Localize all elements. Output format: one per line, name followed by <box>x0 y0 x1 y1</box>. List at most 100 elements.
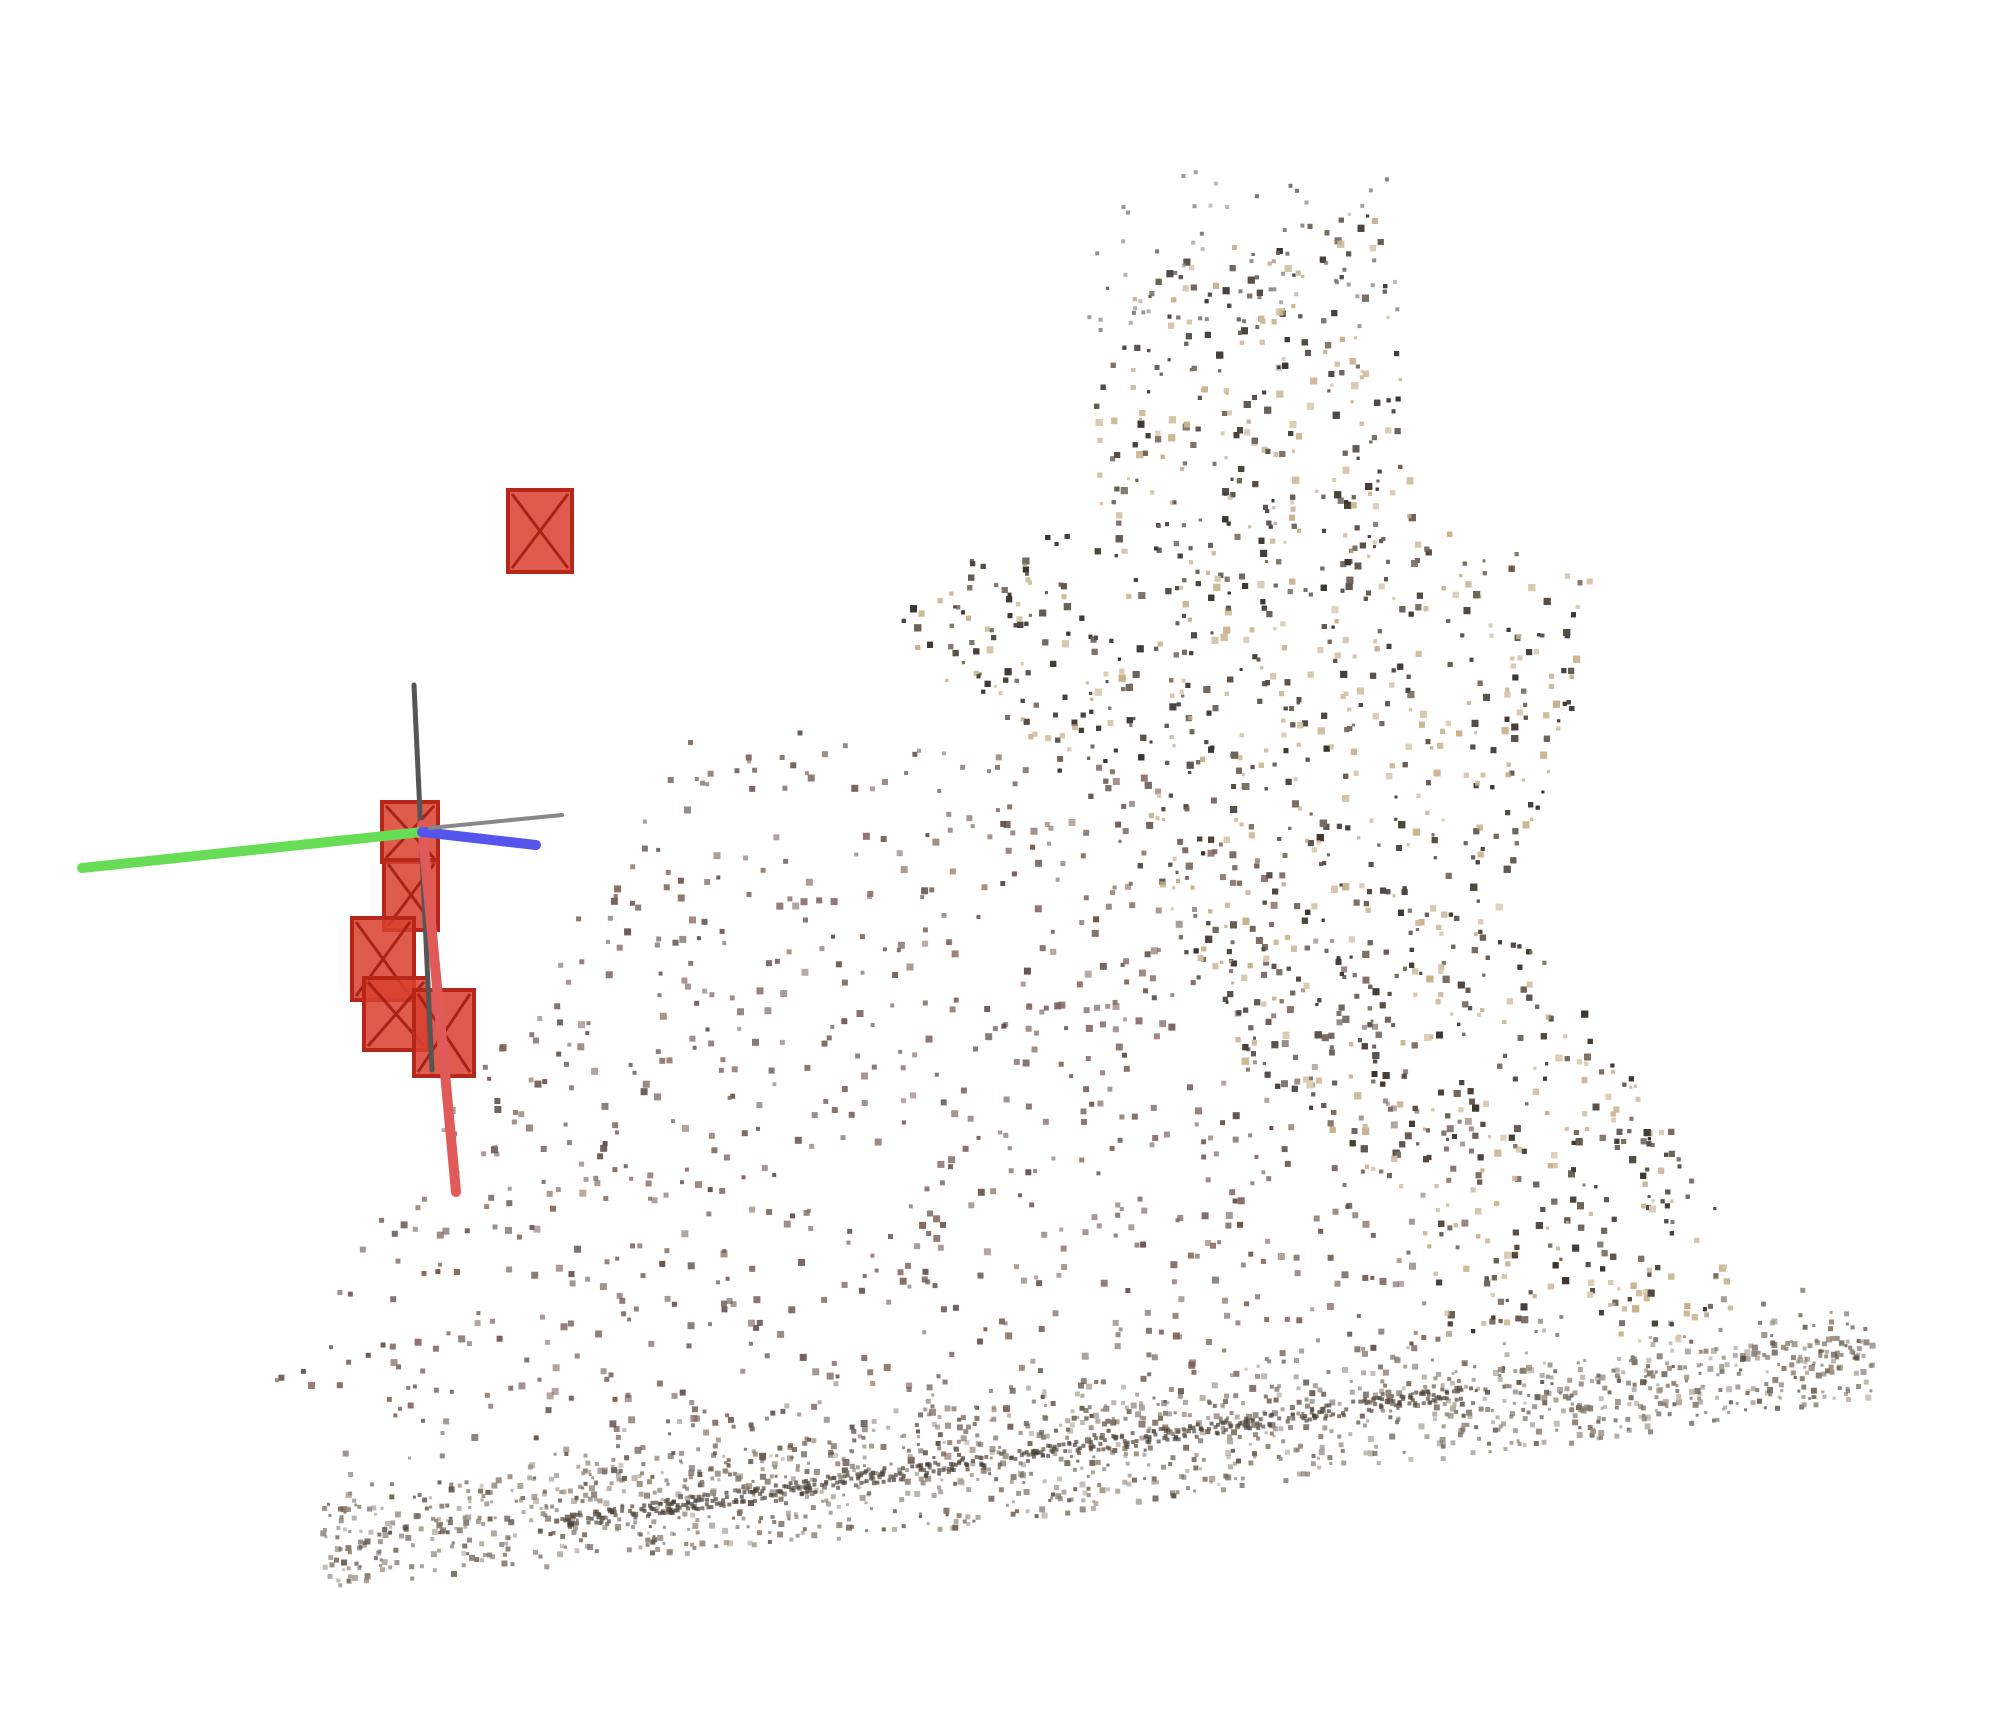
cloud-point <box>1619 1320 1625 1327</box>
cloud-point <box>946 1469 951 1474</box>
cloud-point <box>769 1454 773 1458</box>
cloud-point <box>1869 1389 1873 1393</box>
cloud-point <box>772 1082 777 1087</box>
cloud-point <box>887 1478 892 1483</box>
cloud-point <box>1181 1427 1186 1432</box>
cloud-point <box>667 1453 674 1460</box>
cloud-point <box>730 1093 736 1099</box>
cloud-point <box>1043 1005 1049 1011</box>
cloud-point <box>788 1481 793 1486</box>
cloud-point <box>380 1506 384 1510</box>
cloud-point <box>838 1479 843 1484</box>
cloud-point <box>1201 956 1207 962</box>
cloud-point <box>774 1474 778 1478</box>
cloud-point <box>747 759 752 764</box>
cloud-point <box>1466 1409 1473 1416</box>
cloud-point <box>1145 1439 1150 1444</box>
cloud-point <box>925 1035 933 1043</box>
cloud-point <box>1739 1368 1743 1372</box>
cloud-point <box>1332 1208 1339 1215</box>
cloud-point <box>1019 1472 1026 1479</box>
cloud-point <box>578 1021 586 1029</box>
cloud-point <box>1662 1399 1669 1406</box>
cloud-point <box>1143 988 1148 994</box>
cloud-point <box>630 1504 635 1509</box>
cloud-point <box>654 942 660 948</box>
cloud-point <box>1818 1353 1823 1358</box>
cloud-point <box>786 1514 791 1519</box>
cloud-point <box>742 1499 747 1504</box>
cloud-point <box>984 1006 991 1012</box>
cloud-point <box>439 1529 445 1535</box>
cloud-point <box>1327 1455 1333 1461</box>
cloud-point <box>1330 939 1335 943</box>
cloud-point <box>1061 1264 1068 1270</box>
cloud-point <box>1735 1401 1739 1405</box>
cloud-point <box>1347 1331 1353 1337</box>
cloud-point <box>691 1506 696 1510</box>
cloud-point <box>1544 1389 1549 1395</box>
cloud-point <box>1732 1352 1738 1358</box>
cloud-point <box>1800 1287 1806 1293</box>
cloud-point <box>335 1535 340 1540</box>
cloud-point <box>1127 1473 1132 1478</box>
cloud-point <box>1589 1432 1595 1438</box>
cloud-point <box>1134 1443 1138 1448</box>
cloud-point <box>650 1550 655 1556</box>
cloud-point <box>652 1535 656 1539</box>
cloud-point <box>841 1018 848 1025</box>
cloud-point <box>1141 1207 1148 1214</box>
cloud-point <box>1844 1311 1850 1317</box>
cloud-point <box>1115 1488 1121 1494</box>
cloud-point <box>1162 1410 1168 1416</box>
cloud-point <box>871 1470 875 1475</box>
cloud-point <box>1191 1457 1197 1463</box>
cloud-point <box>718 1067 724 1073</box>
cloud-point <box>987 769 991 774</box>
cloud-point <box>615 1130 619 1135</box>
cloud-point <box>597 1153 604 1160</box>
cloud-point <box>754 1488 759 1493</box>
cloud-point <box>1770 1334 1774 1338</box>
cloud-point <box>1085 1436 1090 1441</box>
cloud-point <box>555 1187 561 1193</box>
cloud-point <box>937 1415 942 1419</box>
cloud-point <box>1595 1375 1601 1381</box>
cloud-point <box>451 1570 457 1577</box>
cloud-point <box>721 1306 728 1313</box>
cloud-point <box>746 1525 750 1529</box>
cloud-point <box>1777 1395 1781 1399</box>
cloud-point <box>1459 1401 1465 1407</box>
cloud-point <box>539 1507 543 1510</box>
cloud-point <box>1278 1426 1284 1432</box>
cloud-point <box>1409 1341 1414 1346</box>
cloud-point <box>1123 1442 1128 1447</box>
cloud-point <box>688 740 693 745</box>
cloud-point <box>412 1495 416 1499</box>
cloud-point <box>823 1098 829 1104</box>
cloud-point <box>1454 1397 1459 1402</box>
cloud-point <box>1665 1405 1669 1409</box>
cloud-point <box>1014 1509 1019 1514</box>
cloud-point <box>1101 1447 1106 1452</box>
cloud-point <box>1170 1431 1175 1436</box>
cloud-point <box>741 1175 746 1180</box>
cloud-point <box>904 771 909 775</box>
cloud-point <box>1005 847 1012 854</box>
cloud-point <box>988 1472 992 1476</box>
cloud-point <box>773 1483 778 1488</box>
cloud-point <box>1450 1165 1457 1172</box>
cloud-point <box>1261 1424 1266 1429</box>
cloud-point <box>1789 1362 1795 1368</box>
cloud-point <box>1044 822 1050 827</box>
cloud-point <box>892 1478 896 1482</box>
cloud-point <box>1003 1096 1010 1103</box>
cloud-point <box>1040 1395 1045 1399</box>
cloud-point <box>821 1296 828 1303</box>
cloud-point <box>861 1426 868 1433</box>
cloud-point <box>804 1436 809 1441</box>
cloud-point <box>677 894 685 902</box>
cloud-point <box>1146 1352 1152 1358</box>
